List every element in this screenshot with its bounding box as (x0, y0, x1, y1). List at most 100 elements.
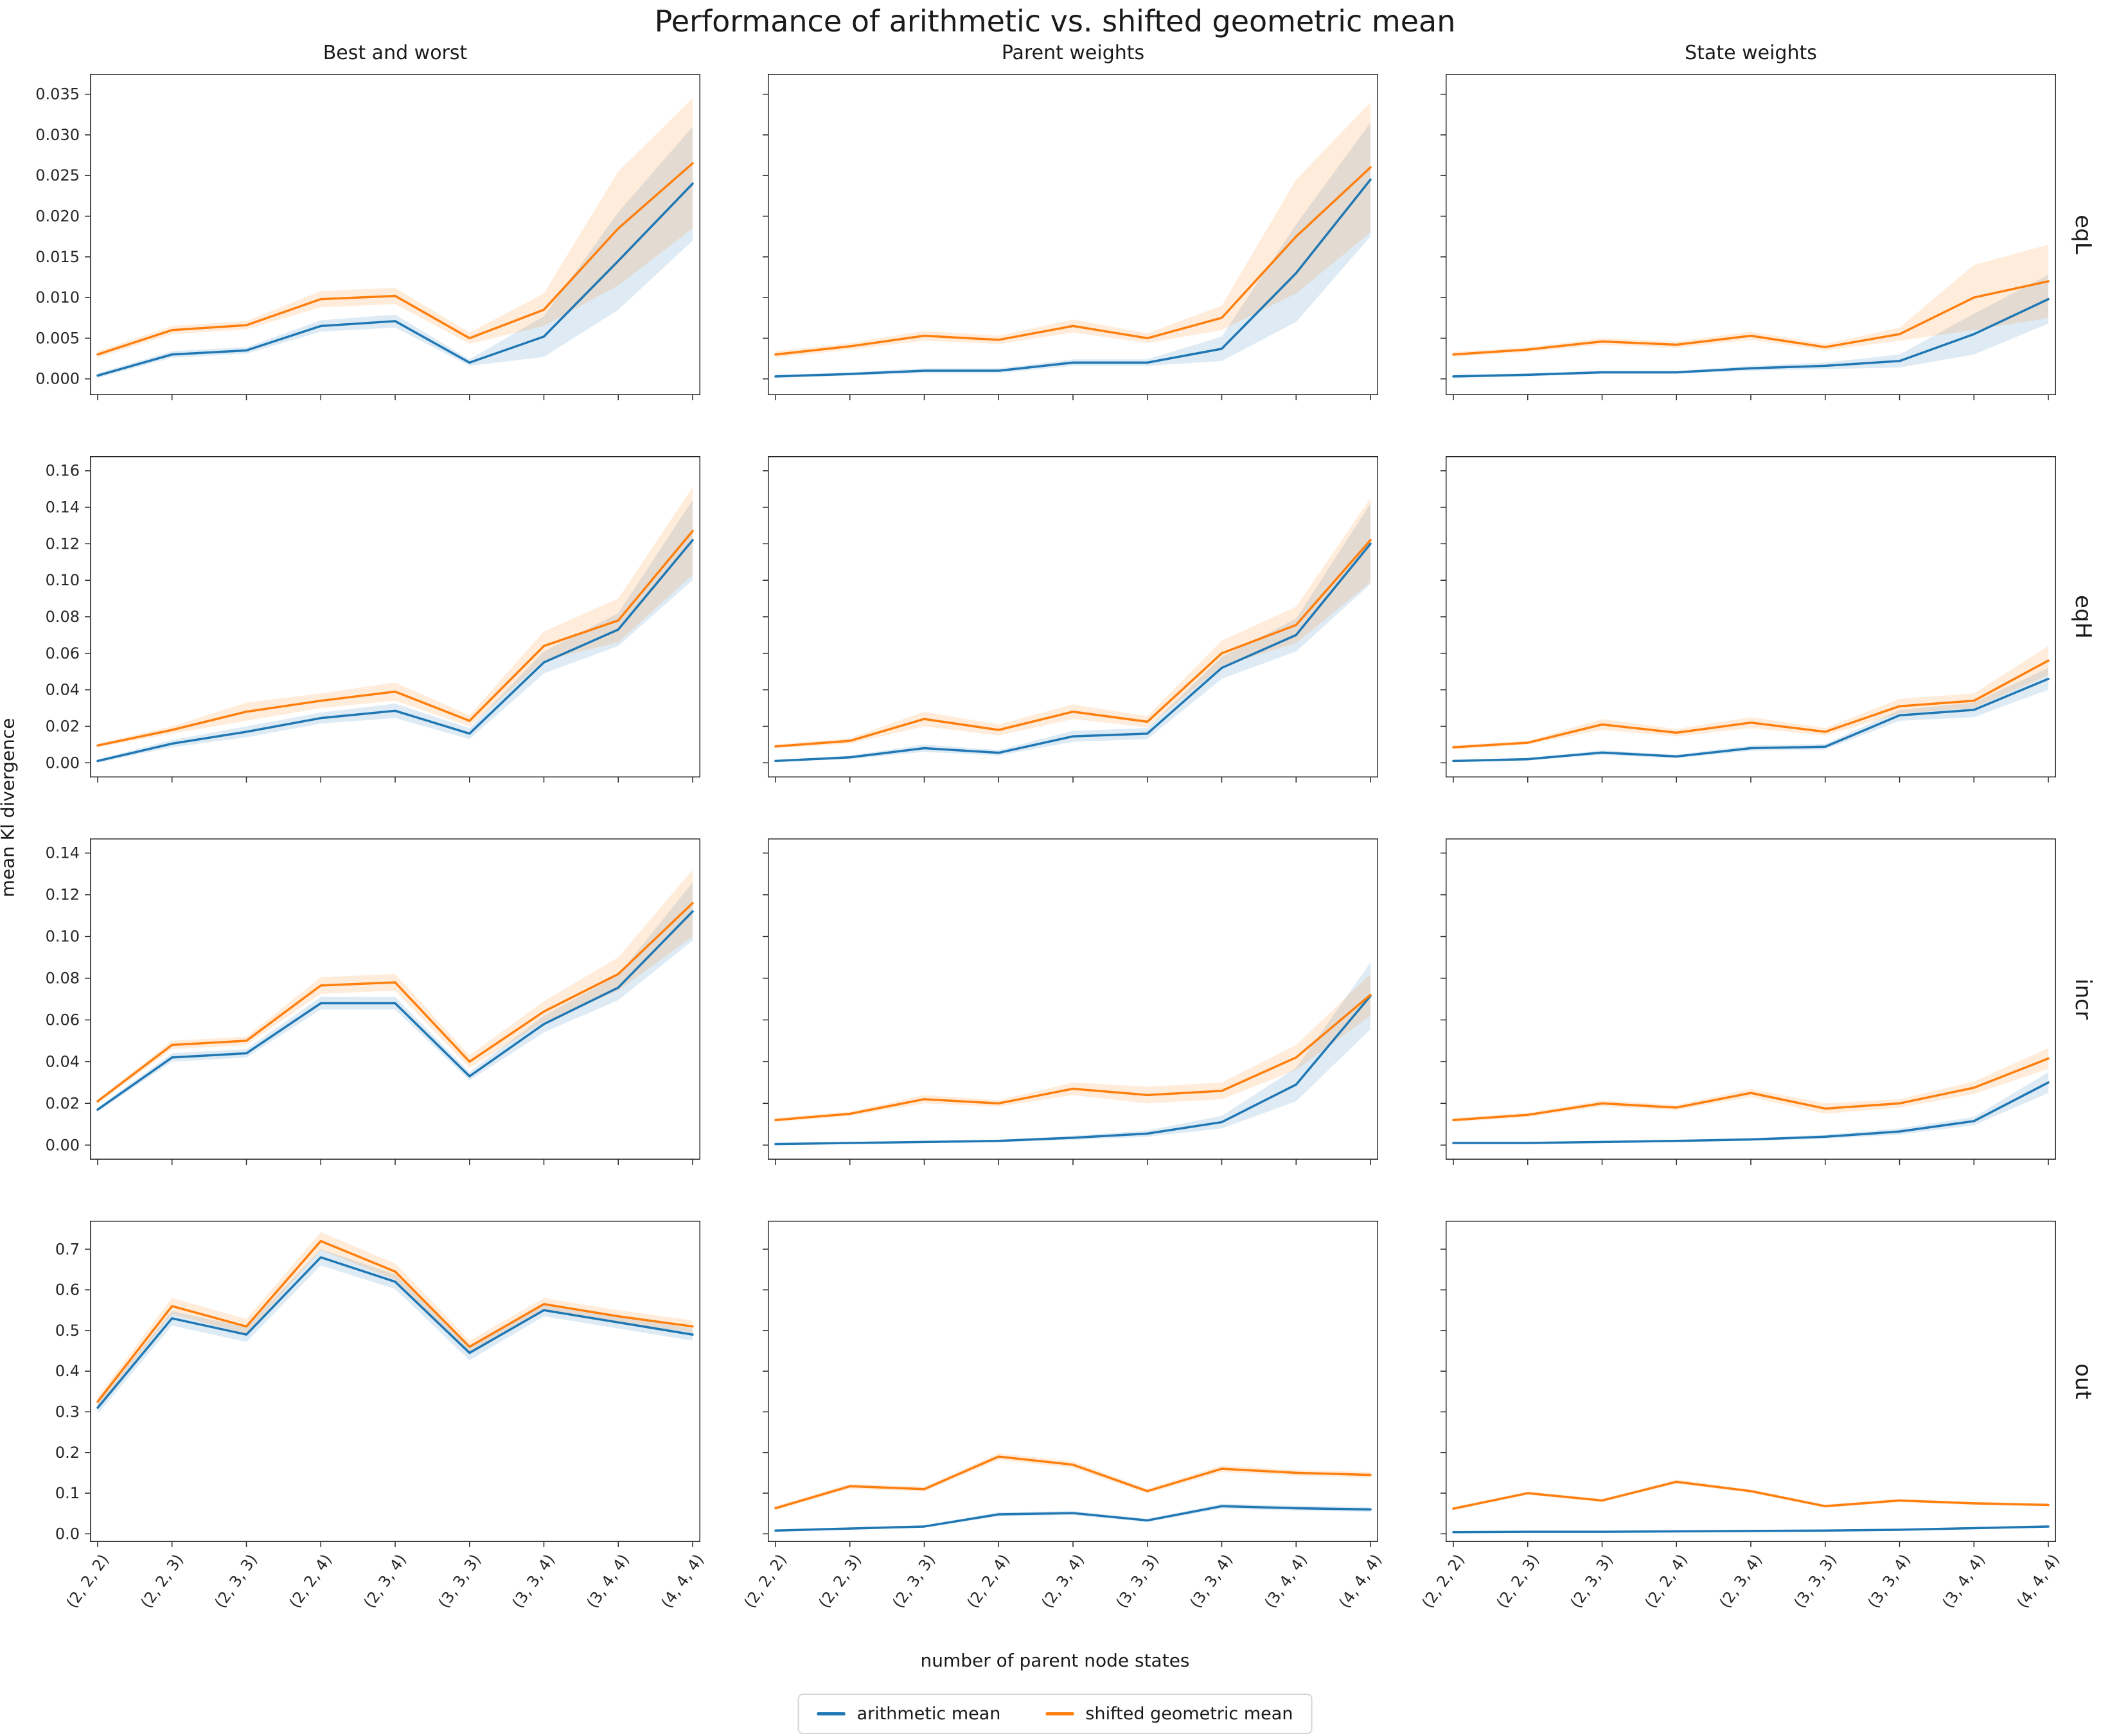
y-tick-label: 0.14 (46, 499, 80, 517)
x-tick-label: (2, 2, 4) (1641, 1551, 1692, 1611)
series-line-arithmetic-mean (96, 1256, 694, 1409)
legend: arithmetic mean shifted geometric mean (797, 1694, 1313, 1734)
series-line-arithmetic-mean (774, 542, 1372, 763)
series-line-shifted-geometric-mean (96, 901, 694, 1103)
series-line-arithmetic-mean (1452, 1081, 2050, 1144)
confidence-band-shifted-geometric-mean (1453, 244, 2048, 357)
confidence-band-arithmetic-mean (1453, 668, 2048, 762)
plot-area (1441, 838, 2056, 1165)
y-tick-label: 0.020 (35, 208, 80, 226)
x-tick-label: (3, 3, 3) (1790, 1551, 1840, 1611)
arithmetic-mean-line-swatch (817, 1712, 846, 1715)
y-tick-label: 0.02 (46, 1094, 80, 1112)
y-tick-label: 0.14 (46, 844, 80, 862)
axes-border (768, 1221, 1378, 1542)
x-axis-label: number of parent node states (920, 1650, 1190, 1671)
plot-area (763, 456, 1378, 783)
axes-border (1446, 74, 2056, 395)
panel-eqH-parent-weights (763, 456, 1378, 783)
series-line-arithmetic-mean (1452, 677, 2050, 763)
row-label-eqL: eqL (2070, 215, 2096, 254)
y-tick-label: 0.7 (55, 1240, 80, 1258)
axes-border (1446, 456, 2056, 777)
x-tick-label: (2, 2, 4) (963, 1551, 1014, 1611)
y-tick-label: 0.5 (55, 1322, 80, 1340)
x-tick-label: (2, 3, 4) (360, 1551, 410, 1611)
legend-label: shifted geometric mean (1085, 1704, 1293, 1724)
x-tick-label: (2, 2, 3) (815, 1551, 865, 1611)
series-line-shifted-geometric-mean (774, 538, 1372, 748)
chart-title: Performance of arithmetic vs. shifted ge… (654, 4, 1456, 39)
series-line-shifted-geometric-mean (1452, 280, 2050, 356)
y-tick-label: 0.08 (46, 608, 80, 626)
confidence-band-shifted-geometric-mean (776, 974, 1370, 1122)
panel-eqH-state-weights (1441, 456, 2056, 783)
confidence-band-shifted-geometric-mean (98, 487, 693, 748)
y-tick-label: 0.030 (35, 126, 80, 144)
y-tick-label: 0.010 (35, 288, 80, 306)
y-tick-label: 0.06 (46, 1011, 80, 1029)
panel-eqL-parent-weights (763, 74, 1378, 400)
y-tick-label: 0.1 (55, 1484, 80, 1502)
x-tick-label: (2, 3, 4) (1038, 1551, 1088, 1611)
x-tick-label: (3, 4, 4) (1938, 1551, 1989, 1611)
plot-area (1441, 74, 2056, 400)
x-tick-label: (3, 3, 3) (1112, 1551, 1162, 1611)
series-line-shifted-geometric-mean (1452, 1057, 2050, 1122)
column-title-best-and-worst: Best and worst (323, 42, 468, 64)
x-tick-label: (2, 3, 3) (1566, 1551, 1617, 1611)
y-tick-label: 0.6 (55, 1281, 80, 1299)
y-tick-label: 0.00 (46, 754, 80, 772)
legend-entry-arithmetic-mean: arithmetic mean (817, 1704, 1000, 1724)
series-line-shifted-geometric-mean (96, 162, 694, 356)
confidence-band-shifted-geometric-mean (1453, 646, 2048, 749)
y-tick-label: 0.015 (35, 248, 80, 266)
y-tick-label: 0.16 (46, 462, 80, 480)
y-axis-label: mean Kl divergence (0, 718, 19, 898)
y-tick-label: 0.04 (46, 1052, 80, 1070)
plot-area: 0.00 0.02 0.04 0.06 0.08 0.10 0.12 0.14 0.16 (46, 456, 700, 783)
x-tick-label: (2, 2, 2) (62, 1551, 112, 1611)
axes-border (1446, 1221, 2056, 1542)
series-line-shifted-geometric-mean (1452, 1480, 2050, 1510)
plot-area: 0.00 0.02 0.04 0.06 0.08 0.10 0.12 0.14 (46, 838, 700, 1165)
panel-out-state-weights (1441, 1221, 2056, 1547)
plot-area: 0.000 0.005 0.010 0.015 0.020 0.025 0.030 0.035 (35, 74, 700, 400)
series-line-arithmetic-mean (96, 538, 694, 763)
y-tick-label: 0.10 (46, 928, 80, 946)
y-tick-label: 0.4 (55, 1362, 80, 1380)
y-tick-label: 0.12 (46, 535, 80, 553)
y-tick-label: 0.10 (46, 571, 80, 589)
series-line-shifted-geometric-mean (96, 529, 694, 747)
plot-area (1441, 1221, 2056, 1547)
x-tick-label: (2, 3, 3) (211, 1551, 262, 1611)
x-tick-label: (2, 2, 3) (137, 1551, 187, 1611)
y-tick-label: 0.005 (35, 329, 80, 347)
legend-entry-shifted-geometric-mean: shifted geometric mean (1045, 1704, 1293, 1724)
plot-area (763, 74, 1378, 400)
axes-border (768, 74, 1378, 395)
series-line-arithmetic-mean (96, 910, 694, 1111)
row-label-incr: incr (2070, 979, 2096, 1020)
column-title-parent-weights: Parent weights (1001, 42, 1145, 64)
confidence-band-shifted-geometric-mean (776, 1453, 1370, 1510)
column-title-state-weights: State weights (1685, 42, 1817, 64)
series-line-shifted-geometric-mean (774, 166, 1372, 356)
x-tick-label: (3, 3, 4) (508, 1551, 559, 1611)
panel-eqL-state-weights (1441, 74, 2056, 400)
panel-incr-parent-weights (763, 838, 1378, 1165)
x-tick-label: (2, 2, 2) (740, 1551, 790, 1611)
plot-area: 0.0 0.1 0.2 0.3 0.4 0.5 0.6 0.7 (55, 1221, 700, 1547)
series-line-arithmetic-mean (1452, 297, 2050, 378)
row-label-eqH: eqH (2070, 594, 2096, 639)
panel-out-parent-weights (763, 1221, 1378, 1547)
y-tick-label: 0.2 (55, 1444, 80, 1462)
x-tick-label: (4, 4, 4) (657, 1551, 707, 1611)
x-tick-label: (2, 2, 2) (1418, 1551, 1468, 1611)
x-tick-label: (4, 4, 4) (1335, 1551, 1385, 1611)
y-tick-label: 0.3 (55, 1403, 80, 1421)
panel-incr-state-weights (1441, 838, 2056, 1165)
panel-incr-best-and-worst: 0.00 0.02 0.04 0.06 0.08 0.10 0.12 0.14 (46, 838, 700, 1165)
plot-area (763, 1221, 1378, 1547)
series-line-shifted-geometric-mean (1452, 659, 2050, 748)
